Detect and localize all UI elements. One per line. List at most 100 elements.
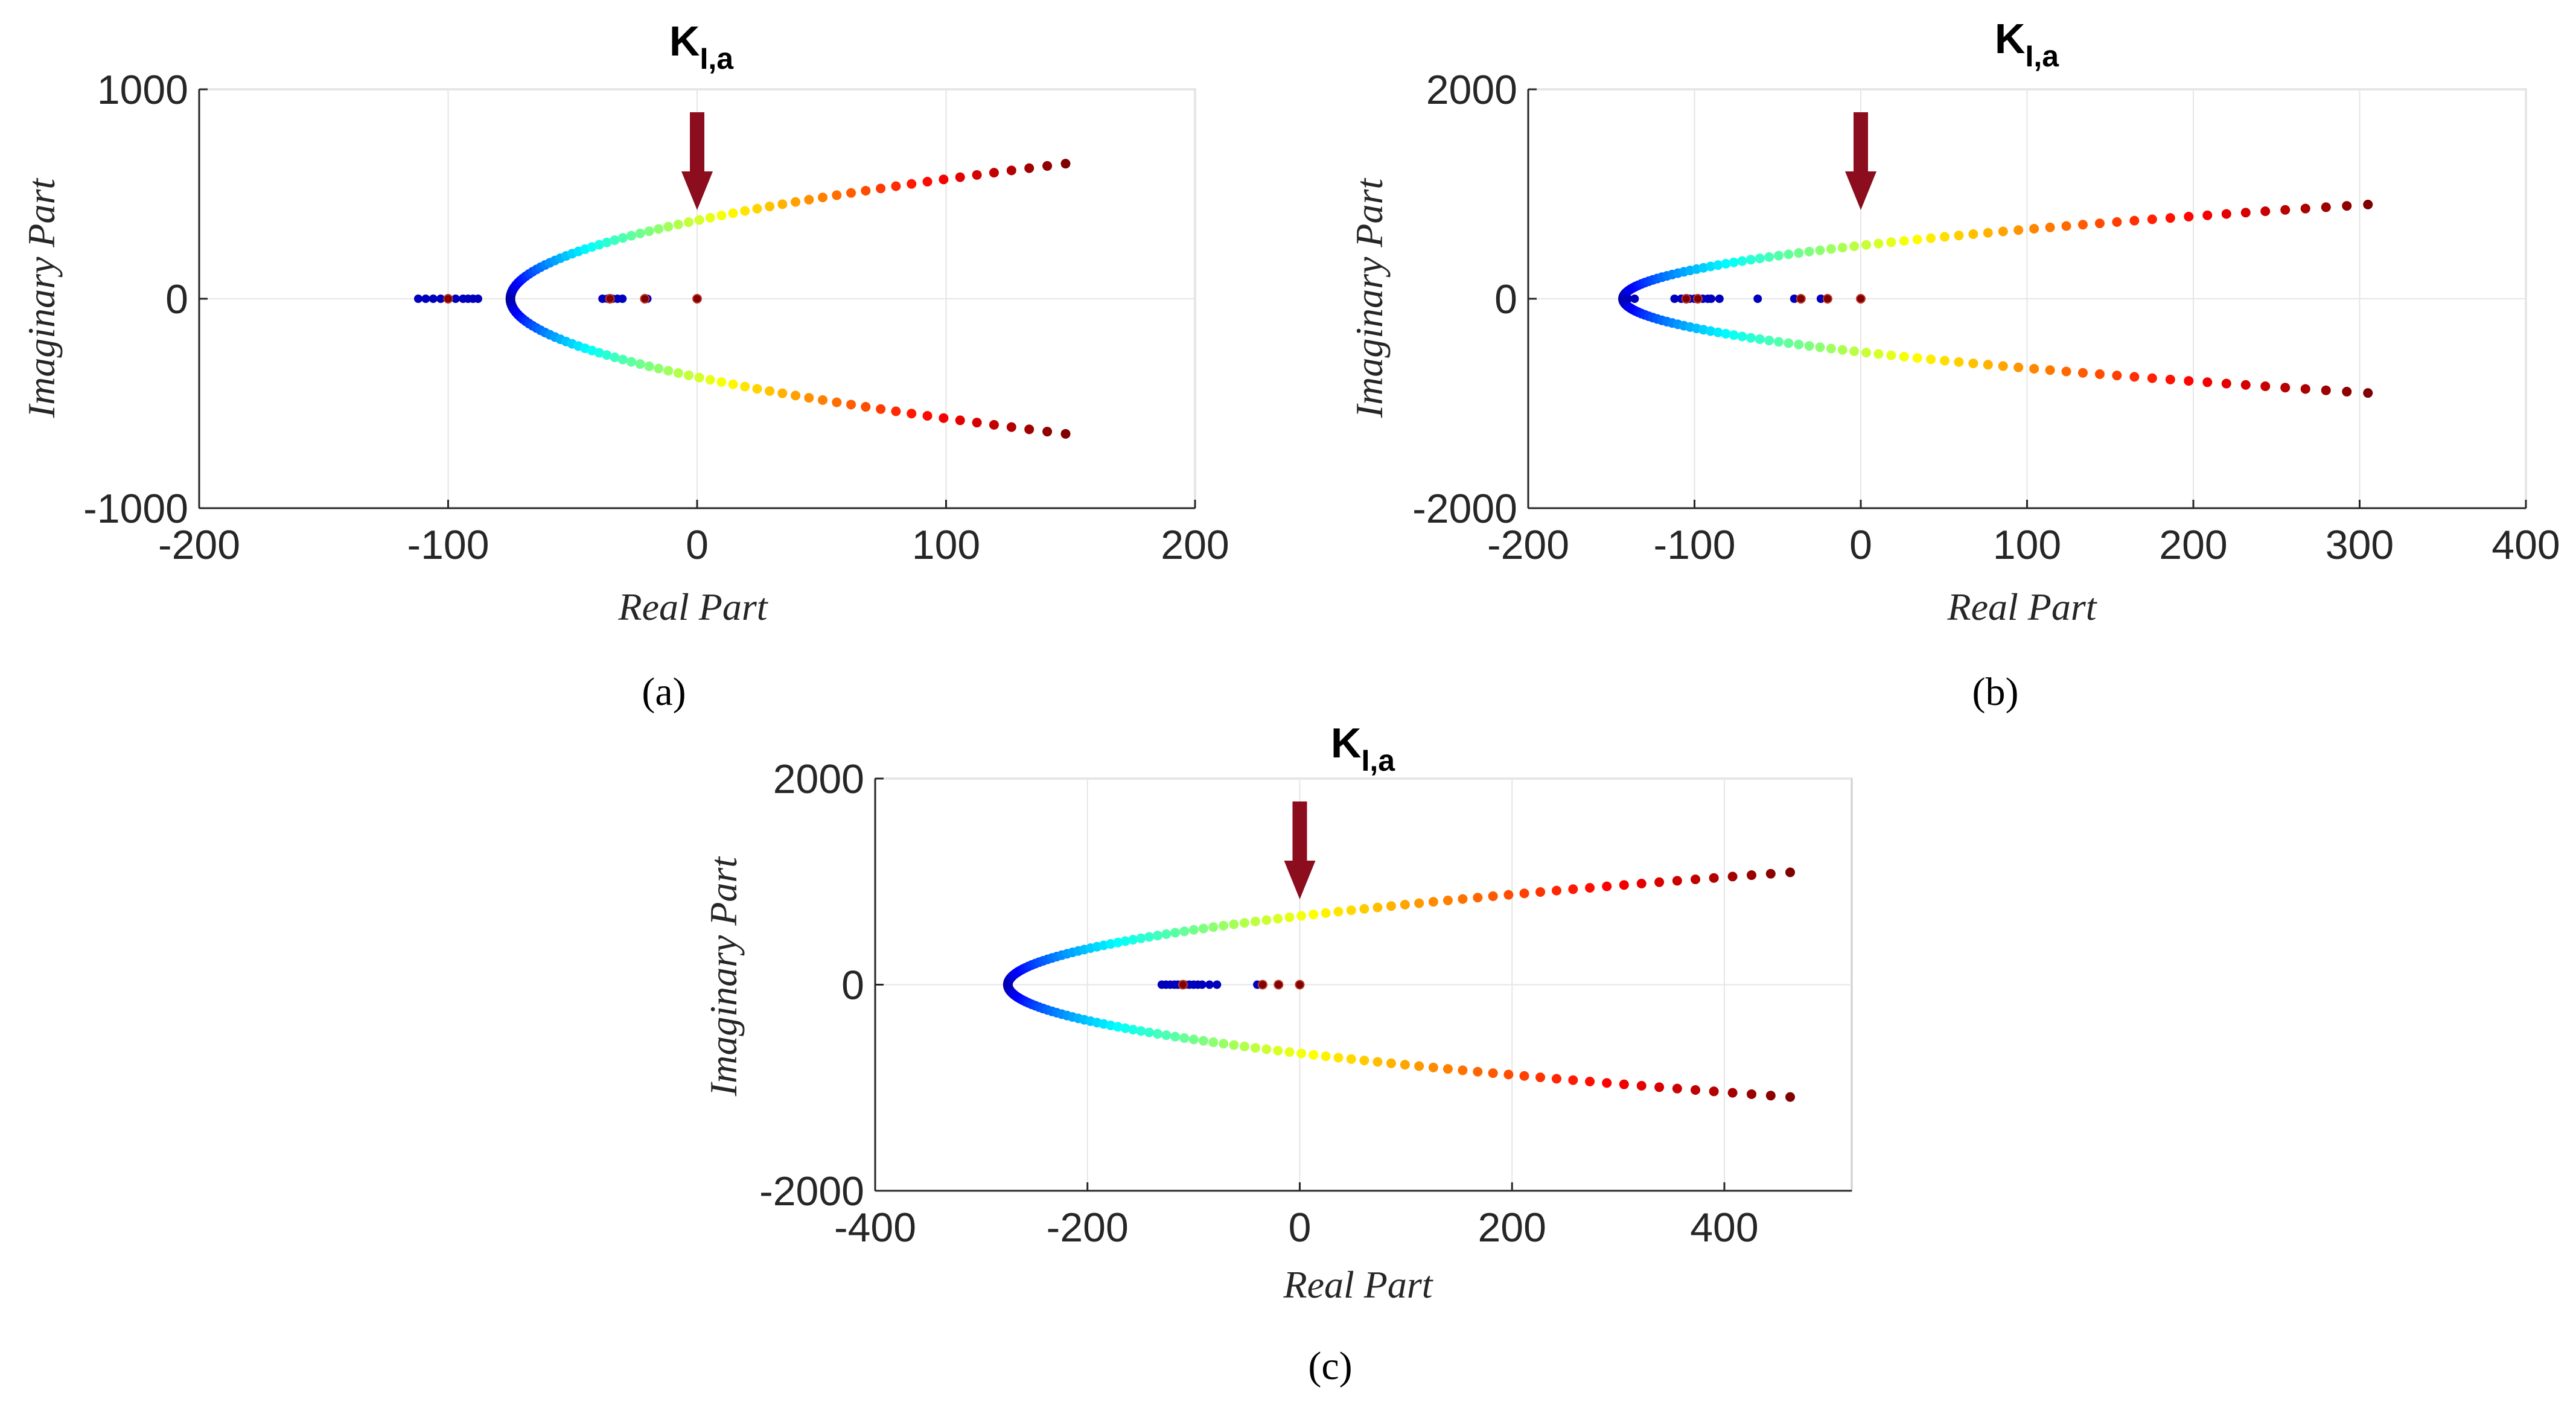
locus-point-upper <box>1765 868 1776 879</box>
locus-point-upper <box>2342 201 2352 211</box>
locus-point-upper <box>1229 919 1239 929</box>
locus-point-lower <box>1386 1058 1396 1068</box>
locus-point-lower <box>922 410 933 421</box>
locus-point-lower <box>1309 1050 1319 1060</box>
locus-point-lower <box>1746 1089 1756 1099</box>
locus-point-upper <box>846 188 856 198</box>
locus-point-lower <box>1764 336 1774 346</box>
locus-point-lower <box>740 381 750 392</box>
locus-point-lower <box>1940 355 1950 366</box>
locus-point-lower <box>2260 381 2271 391</box>
locus-point-lower <box>2342 386 2352 397</box>
locus-point-upper <box>2045 222 2055 232</box>
x-tick-label: 200 <box>1478 1205 1546 1251</box>
locus-point-lower <box>1886 350 1896 360</box>
x-tick-label: 300 <box>2326 522 2394 568</box>
locus-point-lower <box>1273 1045 1283 1056</box>
open-loop-pole <box>1796 294 1806 304</box>
locus-point-upper <box>2260 206 2271 217</box>
locus-point-upper <box>1198 923 1208 934</box>
locus-point-upper <box>2061 221 2071 231</box>
locus-point-upper <box>2147 214 2157 225</box>
locus-point-upper <box>907 179 917 189</box>
locus-point-upper <box>1458 894 1468 904</box>
x-tick-label: 200 <box>1161 522 1229 568</box>
locus-point-lower <box>644 361 654 371</box>
locus-point-upper <box>663 221 674 232</box>
locus-point-upper <box>1503 890 1514 900</box>
locus-point-lower <box>1120 1023 1130 1033</box>
locus-point-upper <box>2013 225 2024 235</box>
locus-point-upper <box>2029 224 2039 234</box>
locus-point-upper <box>1721 259 1731 269</box>
locus-point-lower <box>1321 1051 1331 1062</box>
locus-point-upper <box>610 235 620 246</box>
locus-point-lower <box>1488 1068 1498 1079</box>
locus-point-upper <box>2321 202 2331 212</box>
real-axis-pole <box>1707 295 1716 303</box>
locus-point-lower <box>1765 1091 1776 1101</box>
locus-point-lower <box>955 415 965 425</box>
real-axis-pole <box>1816 295 1825 303</box>
locus-point-lower <box>1346 1054 1356 1064</box>
locus-point-lower <box>777 388 788 398</box>
locus-point-lower <box>2029 363 2039 374</box>
locus-point-upper <box>1727 871 1738 882</box>
locus-point-lower <box>1152 1028 1162 1039</box>
locus-point-lower <box>1296 1048 1307 1059</box>
locus-point-lower <box>594 348 604 358</box>
locus-point-lower <box>1837 345 1848 355</box>
locus-point-upper <box>1709 873 1719 883</box>
x-tick-label: 100 <box>1993 522 2061 568</box>
real-axis-pole <box>436 295 445 303</box>
locus-point-upper <box>1636 878 1647 888</box>
y-tick-label: 1000 <box>97 67 188 113</box>
locus-point-lower <box>2112 371 2122 381</box>
locus-point-upper <box>1284 912 1295 922</box>
locus-point-lower <box>684 370 694 380</box>
x-axis-label-b: Real Part <box>1946 585 2097 628</box>
open-loop-pole <box>1822 294 1832 304</box>
locus-point-lower <box>1968 358 1978 369</box>
locus-point-upper <box>1273 914 1283 924</box>
locus-point-upper <box>1998 226 2008 237</box>
locus-point-upper <box>1737 256 1747 266</box>
locus-point-upper <box>1042 161 1053 171</box>
locus-point-upper <box>1886 237 1896 247</box>
locus-point-lower <box>1284 1047 1295 1057</box>
locus-point-upper <box>1136 933 1146 943</box>
locus-point-lower <box>1372 1057 1383 1067</box>
locus-point-lower <box>818 395 828 405</box>
caption-b: (b) <box>1972 670 2019 714</box>
locus-point-lower <box>1333 1053 1344 1063</box>
locus-point-lower <box>2321 385 2331 395</box>
locus-point-lower <box>2045 365 2055 375</box>
locus-point-upper <box>1968 229 1978 239</box>
locus-point-lower <box>1912 353 1922 363</box>
locus-point-lower <box>791 390 801 401</box>
locus-point-upper <box>1346 905 1356 916</box>
locus-point-lower <box>1024 424 1035 435</box>
x-tick-label: 400 <box>2492 522 2560 568</box>
locus-point-upper <box>594 240 604 250</box>
locus-point-upper <box>1849 241 1860 252</box>
locus-point-upper <box>1826 244 1836 254</box>
locus-point-lower <box>610 352 620 362</box>
locus-point-upper <box>1414 898 1424 908</box>
locus-point-upper <box>2202 210 2213 220</box>
caption-c: (c) <box>1308 1344 1352 1388</box>
x-tick-label: -400 <box>834 1205 916 1251</box>
x-tick-label: 100 <box>912 522 980 568</box>
locus-point-lower <box>1179 1033 1190 1043</box>
open-loop-pole <box>640 294 650 304</box>
locus-point-lower <box>972 418 982 428</box>
locus-point-upper <box>1713 260 1723 270</box>
locus-point-upper <box>654 224 664 234</box>
locus-point-lower <box>1006 422 1016 432</box>
real-axis-pole <box>414 295 422 303</box>
locus-point-lower <box>1170 1031 1181 1042</box>
locus-point-upper <box>1551 885 1561 896</box>
locus-point-upper <box>752 203 762 214</box>
locus-point-upper <box>777 199 788 209</box>
locus-point-lower <box>1785 1092 1795 1102</box>
